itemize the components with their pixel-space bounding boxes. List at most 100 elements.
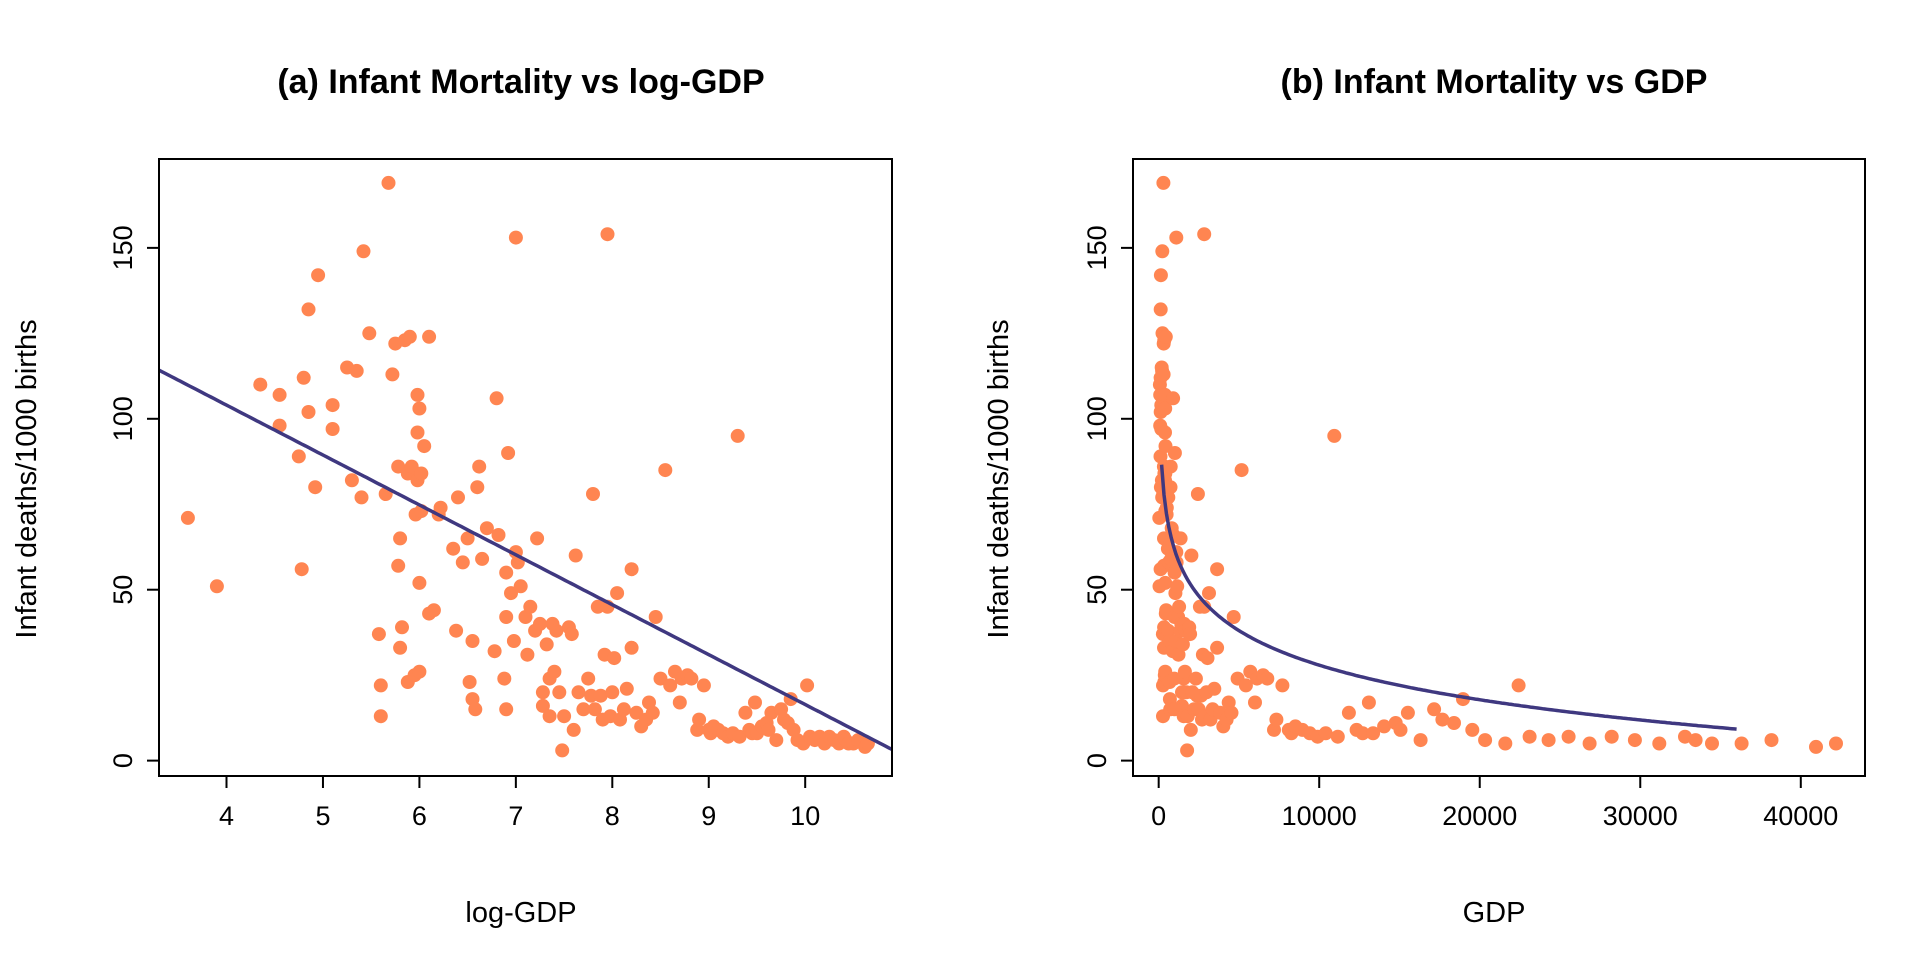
data-point: [1202, 586, 1216, 601]
data-point: [1183, 627, 1198, 642]
data-point: [414, 466, 429, 481]
data-point: [1166, 391, 1181, 406]
data-point: [325, 398, 340, 413]
data-point: [504, 586, 518, 601]
data-point: [672, 695, 687, 710]
x-tick-label: 10000: [1282, 801, 1357, 831]
x-axis-a: 4 5 6 7 8 9 10: [219, 776, 820, 831]
data-point: [568, 548, 583, 563]
data-point: [1158, 425, 1172, 440]
data-point: [1224, 705, 1239, 720]
y-axis-label-b: Infant deaths/1000 births: [983, 319, 1015, 638]
x-tick-label: 20000: [1442, 801, 1517, 831]
data-point: [1210, 562, 1225, 577]
y-tick-label: 0: [108, 753, 138, 768]
x-tick-label: 10: [790, 801, 820, 831]
y-tick-label: 150: [108, 225, 138, 270]
data-point: [344, 473, 359, 488]
data-point: [523, 599, 538, 614]
data-point: [552, 685, 567, 700]
data-point: [1522, 729, 1537, 744]
data-point: [412, 401, 427, 416]
y-tick-label: 100: [108, 396, 138, 441]
data-point: [547, 664, 562, 679]
y-tick-label: 50: [1082, 575, 1112, 605]
data-point: [800, 678, 815, 693]
data-point: [590, 599, 605, 614]
data-point: [576, 702, 591, 717]
data-point: [301, 302, 316, 317]
y-axis-label-a: Infant deaths/1000 births: [11, 319, 43, 638]
data-point: [684, 671, 699, 686]
data-point: [446, 541, 461, 556]
data-point: [1327, 428, 1342, 443]
data-point: [395, 620, 409, 635]
data-point: [402, 329, 417, 344]
data-point: [1678, 729, 1692, 744]
data-point: [607, 651, 622, 666]
y-tick-label: 150: [1082, 225, 1112, 270]
data-point: [645, 705, 660, 720]
x-tick-label: 40000: [1763, 801, 1838, 831]
x-axis-b: 0 10000 20000 30000 40000: [1151, 776, 1838, 831]
y-tick-label: 100: [1082, 396, 1112, 441]
y-tick-label: 50: [108, 575, 138, 605]
data-point: [209, 579, 224, 594]
data-point: [472, 459, 487, 474]
data-point: [566, 722, 581, 737]
plot-frame-a: [158, 158, 893, 777]
data-point: [1809, 739, 1823, 754]
data-point: [1197, 599, 1212, 614]
data-point: [587, 702, 602, 717]
data-point: [499, 610, 514, 624]
plot-frame-b: [1132, 158, 1866, 777]
data-point: [489, 391, 504, 406]
data-point: [1190, 487, 1205, 501]
data-point: [349, 363, 364, 378]
data-point: [1153, 302, 1168, 317]
points-a: [180, 175, 875, 758]
data-point: [1318, 726, 1333, 741]
data-point: [1705, 736, 1719, 751]
data-point: [535, 685, 550, 700]
data-point: [1764, 733, 1779, 748]
data-point: [624, 640, 639, 655]
data-point: [371, 627, 386, 642]
data-point: [1210, 640, 1225, 655]
data-point: [470, 480, 485, 495]
chart-title-a: (a) Infant Mortality vs log-GDP: [277, 63, 764, 101]
data-point: [584, 688, 599, 703]
data-point: [732, 729, 747, 744]
data-point: [533, 616, 547, 631]
data-point: [1734, 736, 1749, 751]
x-tick-label: 4: [219, 801, 234, 831]
data-point: [381, 175, 396, 190]
data-point: [696, 678, 711, 693]
x-tick-label: 8: [605, 801, 620, 831]
data-point: [501, 446, 516, 460]
data-point: [433, 500, 448, 515]
data-point: [1161, 623, 1176, 638]
data-point: [571, 685, 586, 700]
data-point: [487, 644, 502, 659]
data-point: [730, 428, 745, 443]
data-point: [272, 387, 287, 402]
data-point: [296, 370, 311, 385]
data-point: [385, 367, 400, 382]
data-point: [1511, 678, 1526, 693]
data-point: [373, 678, 388, 693]
data-point: [1498, 736, 1513, 751]
data-point: [451, 490, 465, 505]
data-point: [460, 531, 475, 546]
x-tick-label: 30000: [1603, 801, 1678, 831]
data-point: [748, 695, 762, 710]
data-point: [1238, 678, 1253, 693]
data-point: [1561, 729, 1576, 744]
data-point: [1172, 599, 1187, 614]
y-tick-label: 0: [1082, 753, 1112, 768]
data-point: [180, 510, 195, 525]
data-point: [475, 551, 490, 566]
data-point: [391, 558, 406, 573]
data-point: [1175, 637, 1190, 652]
